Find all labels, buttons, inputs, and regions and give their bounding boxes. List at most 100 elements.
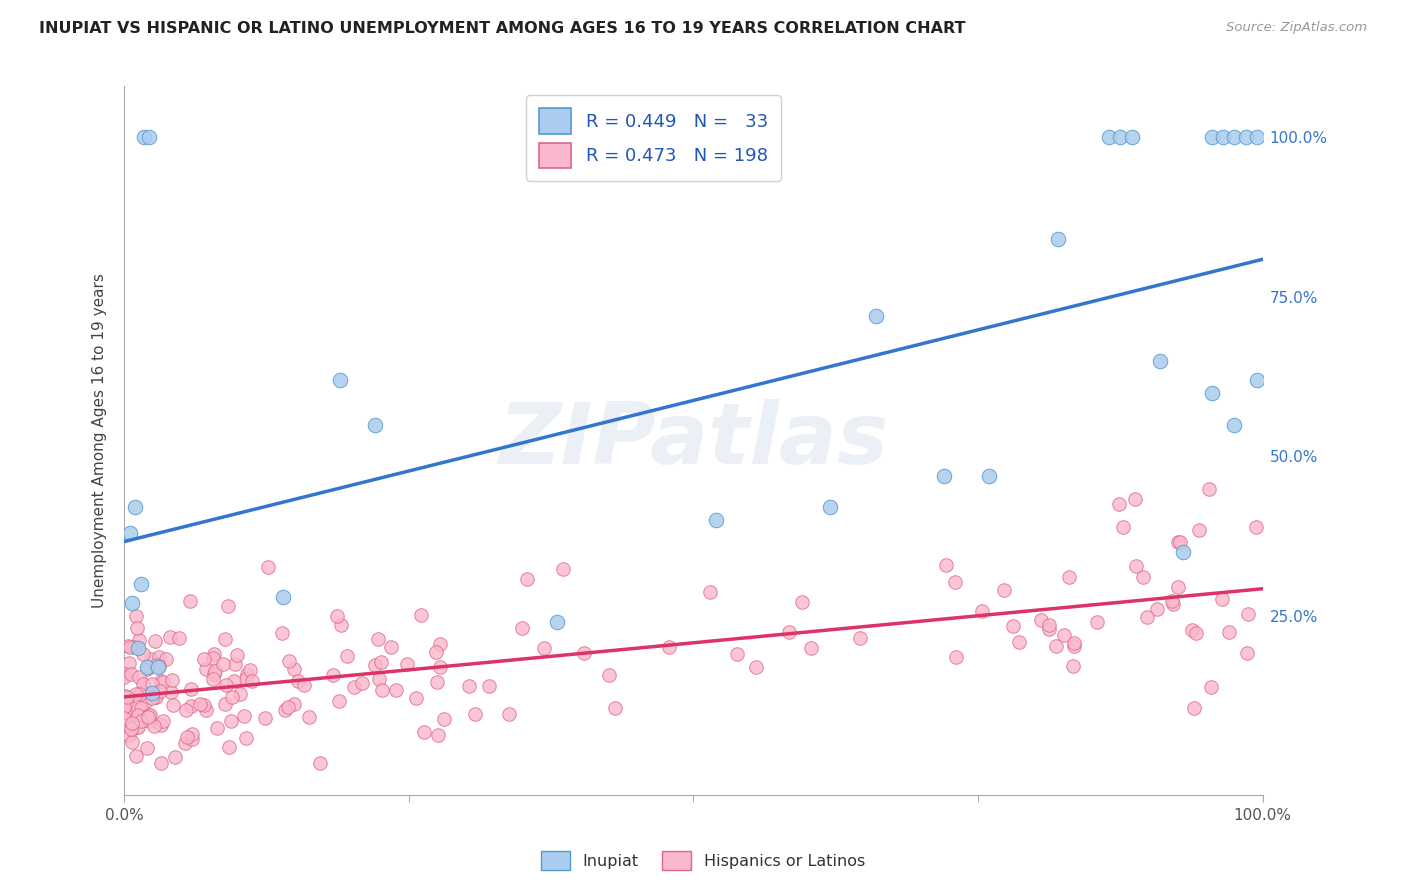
Point xyxy=(114,689,136,703)
Text: Source: ZipAtlas.com: Source: ZipAtlas.com xyxy=(1226,21,1367,35)
Point xyxy=(121,596,143,610)
Point xyxy=(1171,545,1194,559)
Y-axis label: Unemployment Among Ages 16 to 19 years: Unemployment Among Ages 16 to 19 years xyxy=(93,273,107,608)
Point xyxy=(256,560,278,574)
Point xyxy=(235,666,257,681)
Point xyxy=(1046,232,1069,246)
Point xyxy=(114,705,136,719)
Legend: Inupiat, Hispanics or Latinos: Inupiat, Hispanics or Latinos xyxy=(534,845,872,877)
Point xyxy=(800,641,823,656)
Point xyxy=(214,697,236,711)
Point xyxy=(217,599,239,614)
Point xyxy=(273,703,295,717)
Point xyxy=(553,562,575,576)
Point xyxy=(572,646,595,660)
Point xyxy=(322,668,344,682)
Point xyxy=(152,674,174,689)
Point xyxy=(510,621,533,635)
Point xyxy=(173,736,195,750)
Point xyxy=(138,708,160,723)
Point xyxy=(143,690,166,704)
Point xyxy=(273,590,295,604)
Point xyxy=(1234,130,1257,145)
Point xyxy=(368,672,391,686)
Point xyxy=(114,716,136,731)
Point xyxy=(326,609,349,624)
Point xyxy=(385,683,408,698)
Point xyxy=(139,652,162,666)
Point xyxy=(129,687,152,701)
Point xyxy=(1038,617,1060,632)
Point xyxy=(118,526,141,541)
Point xyxy=(180,682,202,697)
Point xyxy=(148,649,170,664)
Point xyxy=(972,604,994,618)
Point xyxy=(112,711,135,725)
Point xyxy=(115,690,138,705)
Point xyxy=(207,721,229,735)
Point xyxy=(1146,602,1168,616)
Point xyxy=(370,655,392,669)
Point xyxy=(1007,635,1029,649)
Point xyxy=(141,677,163,691)
Point xyxy=(129,685,152,699)
Point xyxy=(112,699,135,714)
Point xyxy=(129,700,152,714)
Point xyxy=(744,660,766,674)
Point xyxy=(240,673,263,688)
Point xyxy=(124,500,146,515)
Point xyxy=(292,678,315,692)
Point xyxy=(605,701,627,715)
Point xyxy=(167,631,190,645)
Point xyxy=(699,585,721,599)
Point xyxy=(254,711,277,725)
Point xyxy=(180,698,202,713)
Point xyxy=(848,632,870,646)
Point xyxy=(221,714,243,729)
Point xyxy=(135,694,157,708)
Point xyxy=(1112,520,1135,534)
Point xyxy=(202,651,225,665)
Point xyxy=(131,648,153,662)
Point xyxy=(143,718,166,732)
Point xyxy=(1167,535,1189,549)
Point xyxy=(149,673,172,688)
Point xyxy=(979,468,1001,483)
Point xyxy=(136,740,159,755)
Point xyxy=(478,679,501,693)
Point xyxy=(336,648,359,663)
Point xyxy=(181,731,204,746)
Point xyxy=(202,667,225,681)
Point xyxy=(283,697,305,711)
Point xyxy=(204,664,226,678)
Point xyxy=(163,750,186,764)
Point xyxy=(155,652,177,666)
Point xyxy=(704,513,727,527)
Point xyxy=(1184,700,1206,714)
Point xyxy=(1125,491,1147,506)
Point xyxy=(1236,646,1258,660)
Point xyxy=(132,676,155,690)
Point xyxy=(139,708,162,723)
Point xyxy=(412,725,434,739)
Point xyxy=(1198,482,1220,496)
Legend: R = 0.449   N =   33, R = 0.473   N = 198: R = 0.449 N = 33, R = 0.473 N = 198 xyxy=(526,95,780,181)
Point xyxy=(405,691,427,706)
Point xyxy=(945,650,967,665)
Point xyxy=(396,657,419,672)
Point xyxy=(1098,130,1121,145)
Point xyxy=(224,657,246,672)
Point xyxy=(658,640,681,654)
Point xyxy=(1161,597,1184,611)
Point xyxy=(935,558,957,573)
Point xyxy=(1136,610,1159,624)
Point xyxy=(1053,628,1076,642)
Point xyxy=(1149,353,1171,368)
Point xyxy=(790,595,813,609)
Point xyxy=(181,726,204,740)
Point xyxy=(150,756,173,770)
Point xyxy=(235,731,257,746)
Point xyxy=(1246,130,1268,145)
Point xyxy=(211,657,233,672)
Point xyxy=(727,647,749,661)
